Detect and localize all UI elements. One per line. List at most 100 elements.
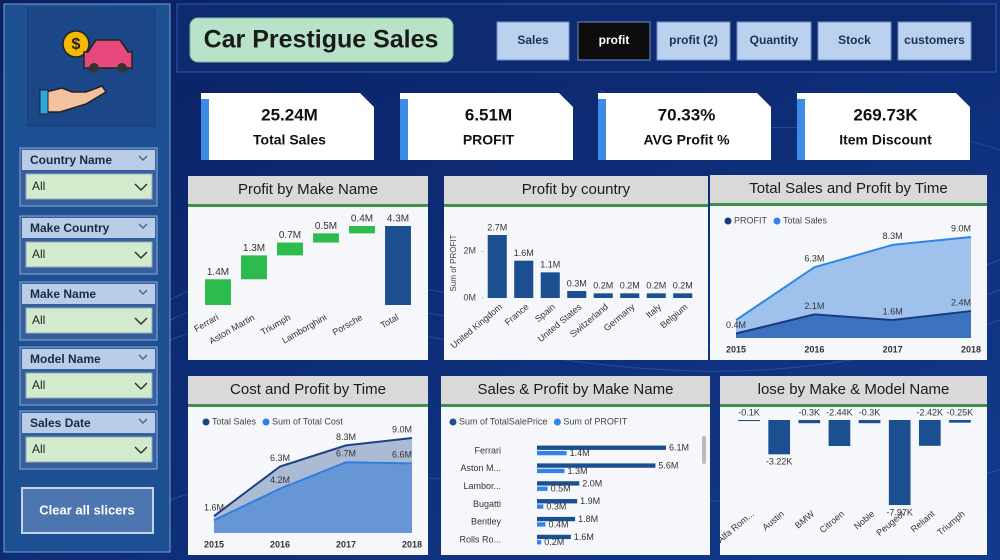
tab-label: Sales: [517, 33, 549, 47]
panel-header: [710, 175, 987, 203]
legend-label: PROFIT: [734, 215, 768, 225]
legend-marker: [553, 418, 561, 426]
kpi-accent: [598, 99, 606, 160]
bar: [537, 445, 666, 450]
data-label: -7.97K: [886, 507, 913, 517]
data-label: 0.5M: [315, 221, 337, 232]
data-label: 0.2M: [620, 281, 640, 291]
data-label: 1.8M: [578, 514, 598, 524]
panel-header: [720, 376, 987, 404]
x-tick-label: 2018: [402, 539, 422, 549]
data-label: 2.1M: [804, 301, 824, 311]
tab-label: Quantity: [750, 33, 799, 47]
tab[interactable]: [496, 21, 570, 61]
dropdown-chevron: [134, 317, 148, 326]
data-label: 1.6M: [883, 306, 903, 316]
data-label: 1.3M: [243, 243, 265, 254]
tab[interactable]: [897, 21, 972, 61]
bar: [646, 293, 666, 298]
slicer-label: Sales Date: [30, 416, 91, 430]
panel-header: [188, 376, 428, 404]
kpi-accent: [400, 99, 408, 160]
clear-button-label: Clear all slicers: [39, 502, 134, 517]
slicer-label: Country Name: [30, 153, 112, 167]
data-label: 0.3M: [567, 278, 587, 288]
slicer-header: [22, 284, 155, 304]
clear-button[interactable]: [21, 487, 154, 534]
slicer-header: [22, 413, 155, 433]
page-title: Car Prestigue Sales: [204, 26, 439, 54]
dropdown-chevron: [134, 251, 148, 260]
tab-label: profit (2): [669, 33, 718, 47]
bar: [537, 522, 546, 527]
slicer-dropdown[interactable]: [25, 436, 153, 463]
legend-label: Sum of PROFIT: [563, 416, 628, 426]
data-label: 5.6M: [658, 460, 678, 470]
tab-label: Stock: [838, 33, 871, 47]
panel-header-underline: [188, 204, 428, 207]
chart-panel: Cost and Profit by Time Total Sales Sum of…: [188, 376, 428, 555]
dropdown-chevron: [134, 446, 148, 455]
tab[interactable]: [656, 21, 731, 61]
bar: [537, 504, 544, 509]
panel-header-underline: [720, 404, 987, 407]
slicer-dropdown[interactable]: [25, 241, 153, 268]
bar: [537, 534, 571, 540]
bar: [768, 420, 791, 455]
data-label: 1.3M: [567, 466, 587, 476]
kpi-value: 70.33%: [658, 105, 716, 124]
series-line: [213, 437, 413, 517]
kpi-label: Item Discount: [839, 132, 932, 148]
panel-header: [444, 176, 708, 204]
x-tick-label: 2015: [726, 344, 746, 354]
tab[interactable]: [817, 21, 892, 61]
y-tick-label: Ferrari: [475, 445, 502, 455]
area-fill: [736, 237, 971, 338]
data-label: 0.4M: [726, 320, 746, 330]
legend-label: Total Sales: [212, 416, 257, 426]
data-label: 1.4M: [570, 448, 590, 458]
data-label: 1.4M: [207, 267, 229, 278]
data-label: 0.2M: [673, 281, 693, 291]
data-label: -0.3K: [859, 407, 881, 417]
data-label: 0.2M: [544, 537, 564, 547]
y-axis-title: Sum of PROFIT: [449, 234, 458, 291]
data-label: 9.0M: [392, 424, 412, 434]
series-line: [735, 236, 972, 321]
y-tick-label: 0M: [463, 292, 476, 302]
chart-panel: Profit by Make Name1.4MFerrari1.3MAston …: [188, 176, 428, 360]
bar: [888, 420, 911, 505]
slicer-chevron: [138, 289, 148, 296]
chart-title: lose by Make & Model Name: [758, 381, 950, 398]
bar: [537, 450, 567, 456]
chart-title: Sales & Profit by Make Name: [478, 381, 674, 398]
slicer-label: Model Name: [30, 352, 101, 366]
tab[interactable]: [577, 21, 651, 61]
series-line: [735, 310, 972, 335]
tab[interactable]: [736, 21, 812, 61]
dropdown-chevron: [134, 382, 148, 391]
slicer-dropdown[interactable]: [25, 307, 153, 334]
data-label: -0.3K: [799, 407, 821, 417]
slicer-dropdown[interactable]: [25, 173, 153, 200]
kpi-label: AVG Profit %: [643, 132, 730, 148]
bar: [567, 291, 587, 298]
legend-marker: [724, 217, 732, 225]
bar: [537, 463, 656, 468]
tab-label: customers: [904, 33, 965, 47]
slicer-dropdown[interactable]: [25, 372, 153, 399]
slicer-header: [22, 218, 155, 238]
data-label: -3.22K: [766, 457, 793, 467]
bar: [537, 540, 542, 545]
waterfall-bar: [385, 226, 411, 305]
kpi-label: Total Sales: [253, 132, 326, 148]
data-label: 0.2M: [646, 281, 666, 291]
data-label: 6.7M: [336, 449, 356, 459]
bar: [798, 420, 821, 424]
panel-header-underline: [710, 203, 987, 206]
y-tick-label: Bugatti: [473, 499, 501, 509]
slicer-value: All: [32, 442, 45, 456]
